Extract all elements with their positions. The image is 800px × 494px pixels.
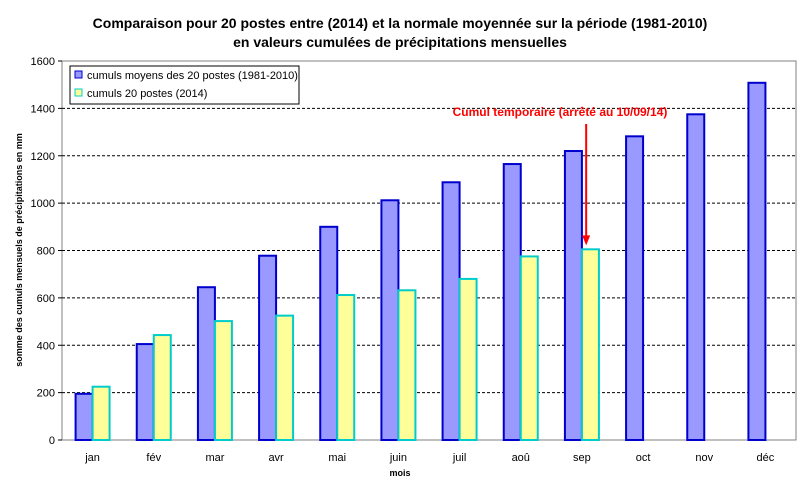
bar-normale-0: [74, 392, 94, 442]
chart-subtitle: en valeurs cumulées de précipitations me…: [233, 34, 567, 50]
x-tick-label: juil: [452, 452, 466, 464]
y-tick-label: 1200: [31, 151, 55, 163]
x-tick-label: avr: [268, 452, 284, 464]
bar-2014-3: [275, 314, 295, 441]
annotation-arrowhead: [582, 235, 591, 246]
legend-swatch: [74, 70, 83, 79]
legend-label: cumuls 20 postes (2014): [87, 88, 207, 100]
bar-2014-8: [580, 248, 600, 441]
legend: cumuls moyens des 20 postes (1981-2010) …: [69, 65, 300, 105]
x-tick-label: déc: [757, 452, 775, 464]
x-tick-label: nov: [695, 452, 713, 464]
y-axis-title: somme des cumuls mensuels de précipitati…: [14, 133, 24, 367]
y-tick-label: 600: [37, 293, 55, 305]
bar-2014-1: [152, 334, 172, 441]
x-tick-label: sep: [573, 452, 591, 464]
x-tick-label: mar: [205, 452, 224, 464]
chart-title: Comparaison pour 20 postes entre (2014) …: [93, 15, 708, 31]
y-tick-label: 200: [37, 388, 55, 400]
bar-normale-6: [441, 181, 461, 441]
bar-2014-7: [519, 255, 539, 441]
x-tick-label: jan: [84, 452, 100, 464]
y-axis: 0 200 400 600 800 1000 1200 1400 1600: [31, 56, 62, 447]
x-tick-label: mai: [328, 452, 346, 464]
x-axis-title: mois: [389, 468, 410, 478]
bar-normale-11: [747, 81, 767, 441]
bar-2014-4: [336, 294, 356, 441]
x-tick-label: oct: [636, 452, 651, 464]
bar-normale-4: [319, 225, 339, 441]
x-tick-label: fév: [146, 452, 161, 464]
y-tick-label: 1000: [31, 198, 55, 210]
y-tick-label: 400: [37, 340, 55, 352]
x-axis: jan fév mar avr mai juin juil aoû sep oct nov déc: [84, 452, 775, 464]
annotation: Cumul temporaire (arrêté au 10/09/14): [453, 105, 668, 246]
bar-normale-8: [563, 150, 583, 441]
y-tick-label: 0: [49, 435, 55, 447]
bar-normale-7: [502, 163, 522, 441]
legend-swatch: [74, 88, 83, 97]
bar-2014-2: [213, 320, 233, 441]
legend-box: [69, 65, 300, 105]
annotation-text: Cumul temporaire (arrêté au 10/09/14): [453, 105, 668, 119]
y-tick-label: 1600: [31, 56, 55, 68]
bar-normale-10: [686, 113, 706, 441]
bar-2014-0: [91, 385, 111, 441]
bars: [74, 81, 767, 442]
bar-normale-9: [625, 135, 645, 441]
legend-label: cumuls moyens des 20 postes (1981-2010): [87, 70, 298, 82]
y-tick-label: 800: [37, 246, 55, 258]
y-tick-label: 1400: [31, 103, 55, 115]
bar-normale-1: [135, 343, 155, 441]
bar-normale-3: [258, 254, 278, 441]
x-tick-label: aoû: [512, 452, 530, 464]
gridlines: [62, 107, 796, 394]
x-tick-label: juin: [389, 452, 407, 464]
bar-2014-5: [397, 289, 417, 442]
bar-normale-5: [380, 199, 400, 441]
bar-2014-6: [458, 277, 478, 441]
bar-normale-2: [196, 286, 216, 442]
